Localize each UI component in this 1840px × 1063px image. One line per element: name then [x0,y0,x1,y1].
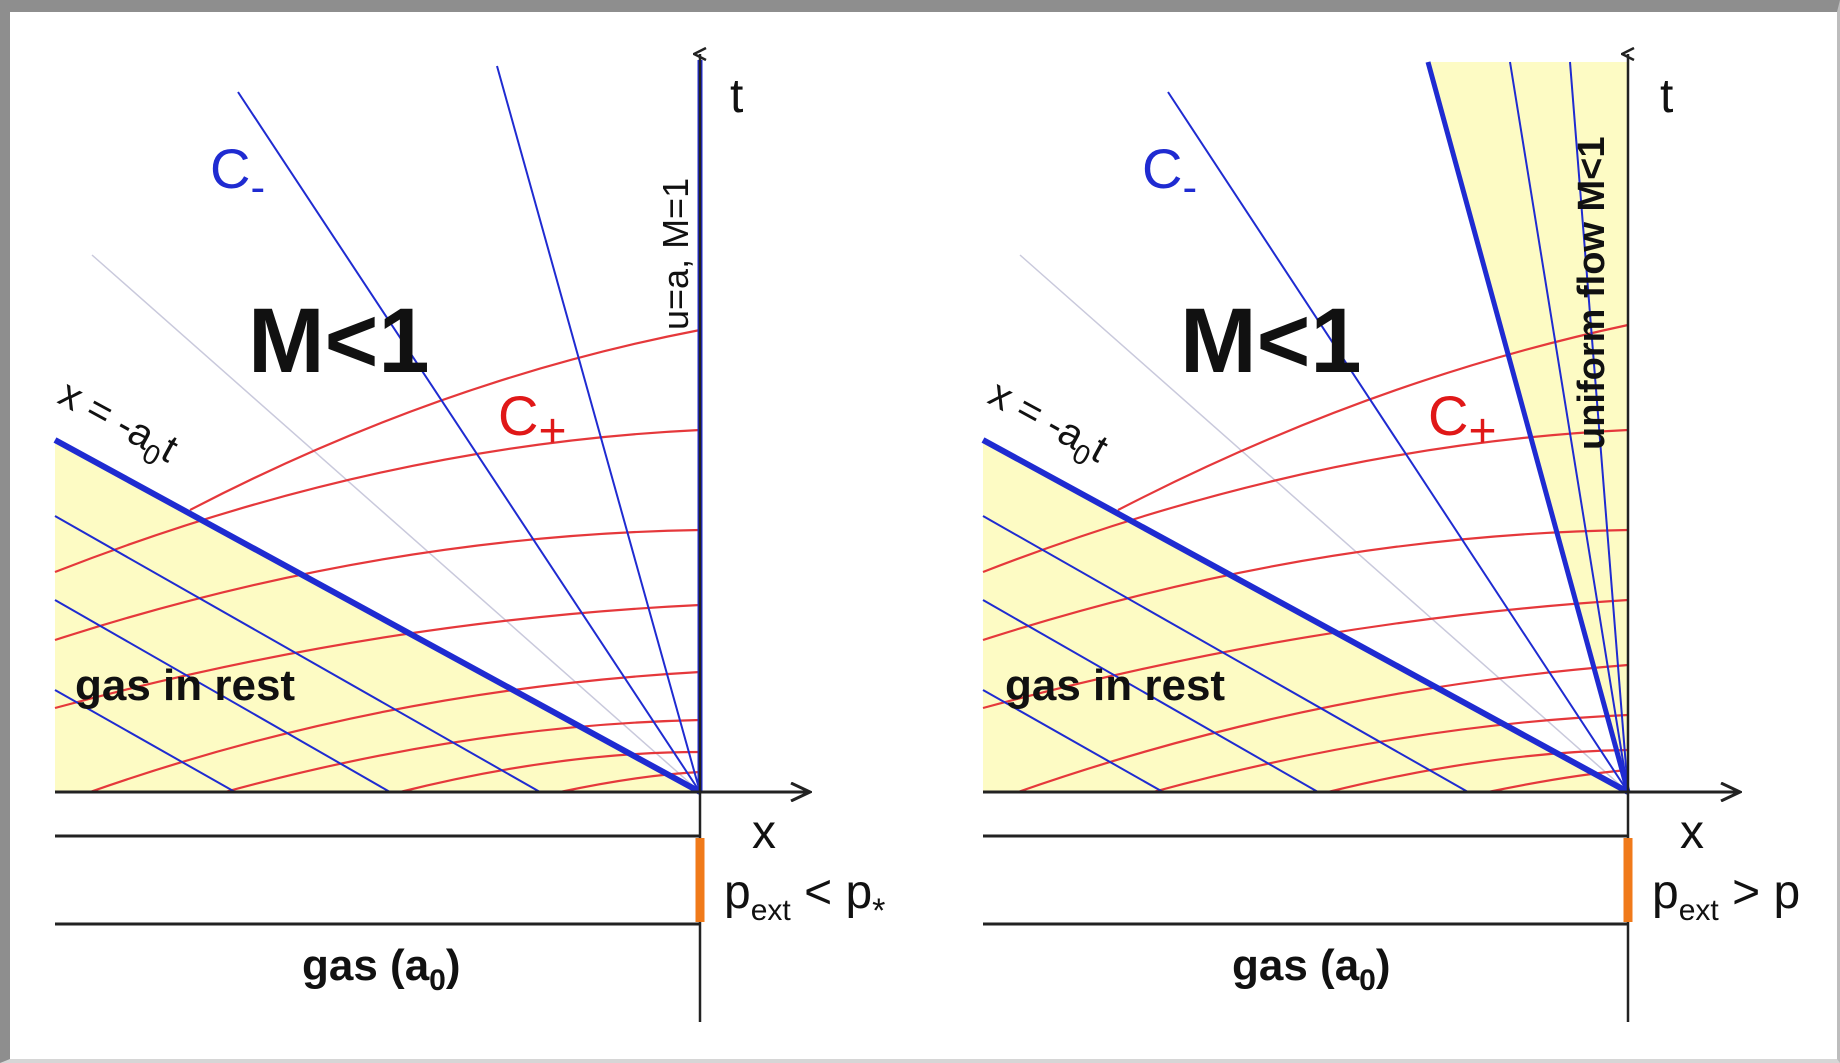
gas-label-right: gas (a0) [1232,941,1391,997]
t-axis-label-left: t [730,70,743,123]
tail-line-label-left: u=a, M=1 [655,178,696,330]
panel-left: C- C+ M<1 x = -a0t u=a, M=1 gas in rest … [48,54,885,1022]
rest-label-right: gas in rest [1005,661,1225,710]
gas-label-left: gas (a0) [302,941,461,997]
c-minus-label-left: C- [210,137,265,212]
t-axis-label-right: t [1660,70,1673,123]
mach-label-right: M<1 [1180,290,1362,392]
uniform-flow-label-right: uniform flow M<1 [1571,137,1613,451]
pressure-label-right: pext > p [1652,866,1800,927]
rest-label-left: gas in rest [75,661,295,710]
c-minus-label-right: C- [1142,137,1197,212]
c-plus-label-left: C+ [498,384,566,458]
x-axis-label-left: x [752,806,776,859]
x-axis-label-right: x [1680,806,1704,859]
c-plus-label-right: C+ [1428,384,1496,458]
mach-label-left: M<1 [248,290,430,392]
panel-right: C- C+ M<1 x = -a0t uniform flow M<1 gas … [978,54,1800,1022]
pressure-label-left: pext < p* [724,866,885,930]
